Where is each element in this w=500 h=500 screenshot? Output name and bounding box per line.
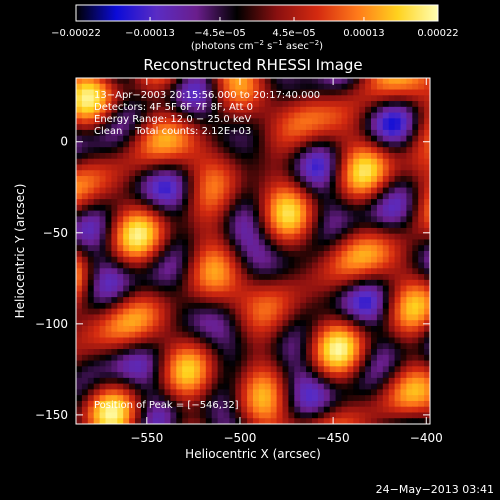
y-tick-label: −150 (35, 408, 68, 422)
colorbar-tick-label: −4.5e−05 (194, 28, 246, 39)
x-axis-label: Heliocentric X (arcsec) (185, 447, 321, 461)
x-tick-label: −500 (223, 431, 256, 445)
axis-ticks: −550 −500 −450 −400 0 −50 −100 −150 (35, 78, 443, 445)
heatmap-image (76, 78, 430, 424)
colorbar-ticks: −0.00022 −0.00013 −4.5e−05 4.5e−05 0.00013 0.… (51, 17, 459, 39)
timestamp: 24−May−2013 03:41 (375, 483, 494, 496)
clean-counts-label: Clean Total counts: 2.12E+03 (94, 126, 251, 137)
energy-range-label: Energy Range: 12.0 − 25.0 keV (94, 114, 251, 125)
y-tick-label: −100 (35, 317, 68, 331)
time-range-label: 13−Apr−2003 20:15:56.000 to 20:17:40.000 (94, 90, 320, 101)
colorbar-tick-label: −0.00013 (125, 28, 175, 39)
x-tick-label: −550 (130, 431, 163, 445)
colorbar-tick-label: 0.00013 (343, 28, 384, 39)
y-axis-label: Heliocentric Y (arcsec) (13, 184, 27, 319)
y-tick-label: −50 (43, 226, 68, 240)
peak-position-label: Position of Peak = [−546,32] (94, 400, 239, 411)
colorbar (75, 4, 439, 22)
info-annotations: 13−Apr−2003 20:15:56.000 to 20:17:40.000… (94, 90, 320, 411)
colorbar-units: (photons cm−2 s−1 asec−2) (191, 39, 323, 52)
chart-title: Reconstructed RHESSI Image (143, 56, 362, 74)
plot-frame (75, 77, 431, 425)
colorbar-tick-label: 0.00022 (417, 28, 458, 39)
colorbar-tick-label: 4.5e−05 (272, 28, 315, 39)
detectors-label: Detectors: 4F 5F 6F 7F 8F, Att 0 (94, 102, 253, 113)
y-tick-label: 0 (60, 135, 68, 149)
x-tick-label: −400 (410, 431, 443, 445)
colorbar-tick-label: −0.00022 (51, 28, 101, 39)
x-tick-label: −450 (317, 431, 350, 445)
